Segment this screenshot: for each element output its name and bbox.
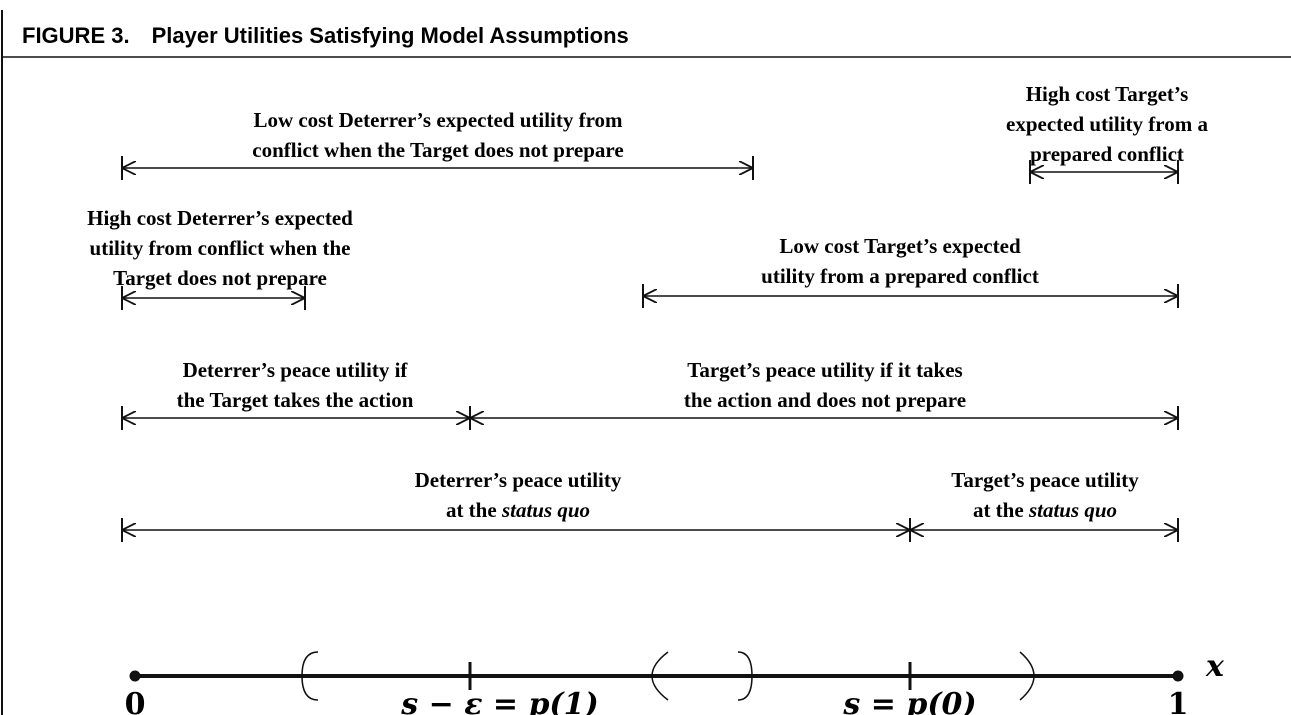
annotation-line: High cost Deterrer’s expected xyxy=(87,206,353,230)
axis-dot xyxy=(129,670,141,682)
annotation-line: at the status quo xyxy=(973,498,1117,522)
annotation-text: status quo xyxy=(501,498,590,522)
annotation-text: the action and does not prepare xyxy=(684,388,966,412)
annotation-text: the Target takes the action xyxy=(177,388,414,412)
bracket xyxy=(301,651,319,701)
axis-dot xyxy=(1172,670,1184,682)
annotation-line: Target does not prepare xyxy=(113,266,327,290)
tick-label: s = p(0) xyxy=(842,687,976,715)
annotation-line: Low cost Deterrer’s expected utility fro… xyxy=(253,108,623,132)
annotation-line: Deterrer’s peace utility xyxy=(415,468,622,492)
annotation-text: prepared conflict xyxy=(1030,142,1184,166)
annotation-text: High cost Target’s xyxy=(1026,82,1189,106)
annotation-line: Target’s peace utility if it takes xyxy=(687,358,962,382)
annotation-text: Target does not prepare xyxy=(113,266,327,290)
annotation-text: at the xyxy=(973,498,1029,522)
arrows: Low cost Deterrer’s expected utility fro… xyxy=(87,82,1208,542)
annotation-text: utility from a prepared conflict xyxy=(761,264,1039,288)
annotation-text: conflict when the Target does not prepar… xyxy=(252,138,623,162)
annotation-line: utility from conflict when the xyxy=(90,236,351,260)
annotation-line: the action and does not prepare xyxy=(684,388,966,412)
paren xyxy=(651,651,669,701)
tick-label: s − ε = p(1) xyxy=(400,687,598,715)
paren xyxy=(1019,651,1035,701)
annotation-text: Low cost Deterrer’s expected utility fro… xyxy=(253,108,623,132)
bracket xyxy=(737,651,753,701)
axis-start: 0 xyxy=(125,687,146,715)
annotation-text: at the xyxy=(446,498,502,522)
annotation-text: utility from conflict when the xyxy=(90,236,351,260)
axis-end: 1 xyxy=(1168,687,1189,715)
annotation-line: High cost Target’s xyxy=(1026,82,1189,106)
annotation-text: Deterrer’s peace utility if xyxy=(183,358,409,382)
annotation-text: High cost Deterrer’s expected xyxy=(87,206,353,230)
annotation-line: Deterrer’s peace utility if xyxy=(183,358,409,382)
annotation-line: prepared conflict xyxy=(1030,142,1184,166)
annotation-text: Target’s peace utility xyxy=(951,468,1139,492)
annotation-line: at the status quo xyxy=(446,498,590,522)
annotation-line: Target’s peace utility xyxy=(951,468,1139,492)
annotation-line: the Target takes the action xyxy=(177,388,414,412)
annotation-text: Deterrer’s peace utility xyxy=(415,468,622,492)
figure-title: FIGURE 3. Player Utilities Satisfying Mo… xyxy=(22,23,629,48)
annotation-text: expected utility from a xyxy=(1006,112,1208,136)
annotation-line: conflict when the Target does not prepar… xyxy=(252,138,623,162)
annotation-line: Low cost Target’s expected xyxy=(779,234,1021,258)
annotation-text: status quo xyxy=(1028,498,1117,522)
annotation-text: Low cost Target’s expected xyxy=(779,234,1021,258)
annotation-line: expected utility from a xyxy=(1006,112,1208,136)
axis-variable: x xyxy=(1205,649,1225,684)
axis xyxy=(129,651,1184,701)
annotation-line: utility from a prepared conflict xyxy=(761,264,1039,288)
annotation-text: Target’s peace utility if it takes xyxy=(687,358,962,382)
